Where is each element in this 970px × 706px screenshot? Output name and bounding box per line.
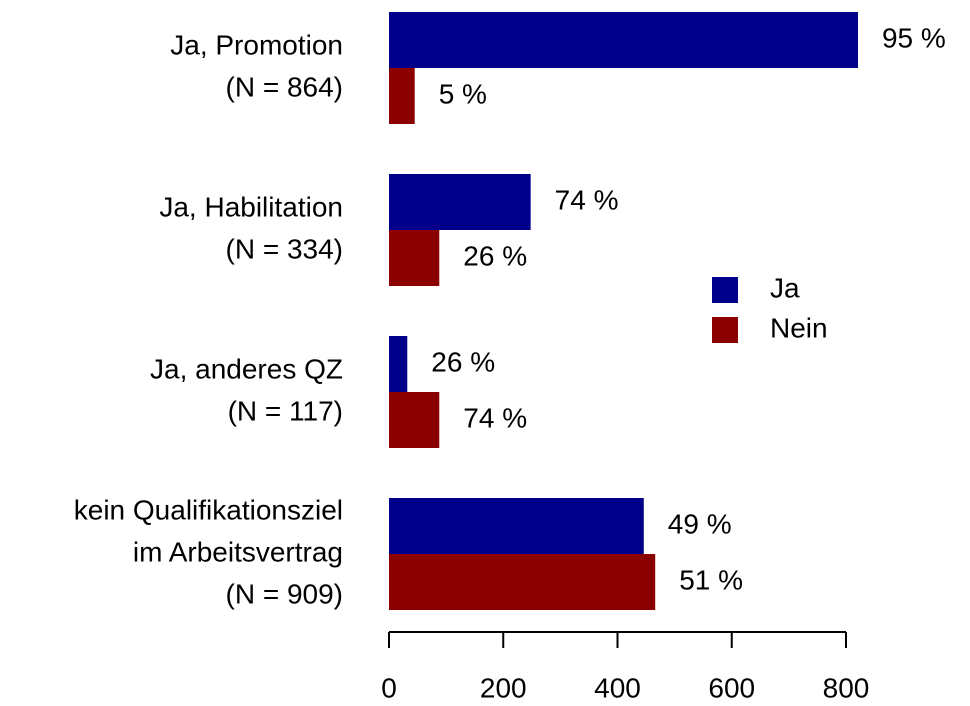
category-label: (N = 864) [226, 71, 344, 102]
category-label: (N = 334) [226, 233, 344, 264]
bar [389, 392, 440, 448]
x-tick-label: 600 [708, 672, 755, 703]
category-label: Ja, Promotion [170, 29, 343, 60]
bar [389, 230, 440, 286]
value-label: 74 % [463, 402, 527, 433]
value-label: 5 % [439, 78, 487, 109]
value-label: 26 % [463, 240, 527, 271]
value-label: 74 % [555, 184, 619, 215]
category-label: Ja, Habilitation [159, 191, 343, 222]
bar [389, 498, 644, 554]
bar [389, 12, 858, 68]
value-label: 95 % [882, 22, 946, 53]
legend-label: Nein [770, 312, 828, 343]
value-label: 26 % [431, 346, 495, 377]
x-tick-label: 0 [381, 672, 397, 703]
bar [389, 68, 415, 124]
x-tick-label: 400 [594, 672, 641, 703]
category-label: (N = 117) [228, 395, 343, 426]
value-label: 51 % [679, 564, 743, 595]
bar [389, 336, 408, 392]
value-label: 49 % [668, 508, 732, 539]
category-label: im Arbeitsvertrag [133, 536, 343, 567]
legend-swatch [712, 277, 738, 303]
bar [389, 554, 656, 610]
x-tick-label: 200 [480, 672, 527, 703]
legend-label: Ja [770, 272, 800, 303]
category-label: (N = 909) [226, 578, 344, 609]
x-tick-label: 800 [823, 672, 870, 703]
category-label: Ja, anderes QZ [150, 353, 343, 384]
legend-swatch [712, 317, 738, 343]
bar [389, 174, 531, 230]
category-label: kein Qualifikationsziel [74, 494, 343, 525]
